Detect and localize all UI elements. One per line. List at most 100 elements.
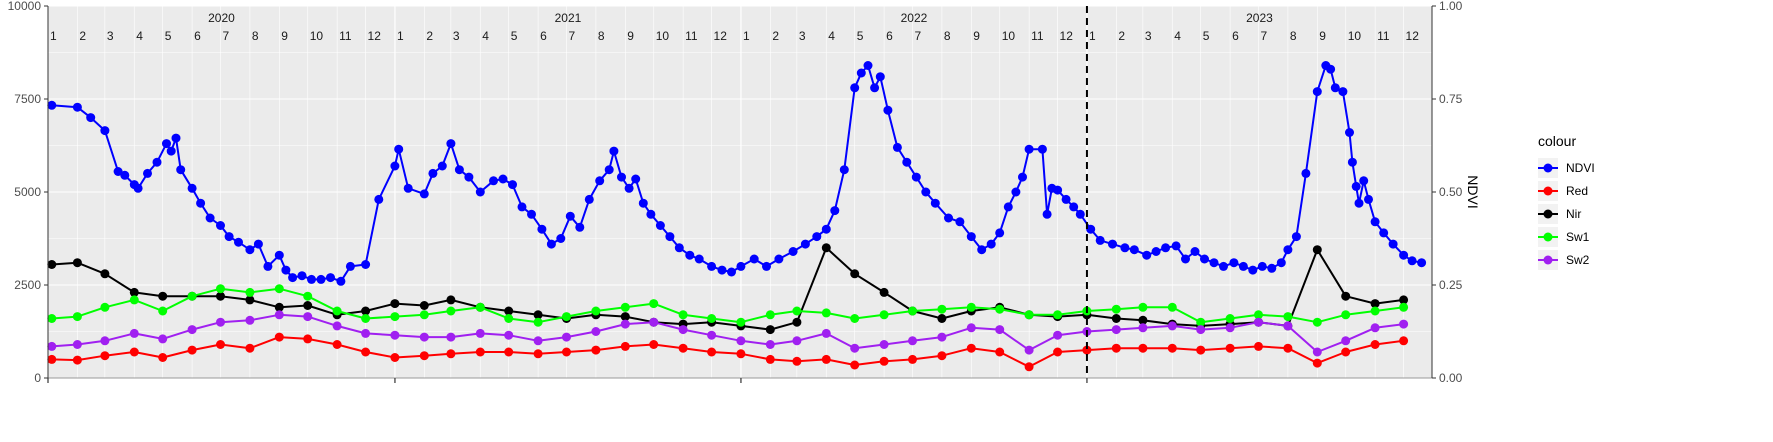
year-label: 2020 xyxy=(208,11,235,25)
data-point-nir xyxy=(361,306,371,316)
data-point-red xyxy=(187,345,197,355)
data-point-ndvi xyxy=(1388,239,1398,249)
month-label: 9 xyxy=(281,29,288,43)
data-point-sw1 xyxy=(591,306,601,316)
data-point-ndvi xyxy=(1011,187,1021,197)
data-point-ndvi xyxy=(527,209,536,219)
data-point-ndvi xyxy=(655,221,665,230)
data-point-nir xyxy=(245,295,255,305)
data-point-nir xyxy=(72,258,82,268)
data-point-ndvi xyxy=(1129,245,1139,255)
data-point-nir xyxy=(620,312,630,322)
data-point-sw2 xyxy=(879,340,889,349)
data-point-ndvi xyxy=(1042,209,1052,219)
data-point-ndvi xyxy=(47,100,57,110)
data-point-ndvi xyxy=(694,254,704,264)
data-point-ndvi xyxy=(187,183,197,193)
data-point-sw2 xyxy=(995,325,1005,335)
data-point-sw1 xyxy=(1283,312,1293,322)
data-point-ndvi xyxy=(143,168,152,178)
data-point-ndvi xyxy=(162,139,171,149)
data-point-sw2 xyxy=(1370,323,1380,333)
data-point-ndvi xyxy=(1283,245,1293,255)
right-axis-title: NDVI xyxy=(1465,175,1481,208)
data-point-ndvi xyxy=(800,239,810,249)
data-point-ndvi xyxy=(883,105,893,115)
data-point-red xyxy=(533,349,543,359)
data-point-ndvi xyxy=(166,146,176,156)
data-point-ndvi xyxy=(390,161,400,171)
legend-key-point xyxy=(1543,209,1553,219)
data-point-sw1 xyxy=(158,306,168,316)
data-point-red xyxy=(1111,343,1121,353)
data-point-ndvi xyxy=(475,187,485,197)
data-point-nir xyxy=(100,269,110,279)
data-point-ndvi xyxy=(685,250,695,260)
data-point-red xyxy=(274,332,284,342)
data-point-red xyxy=(620,341,630,351)
data-point-ndvi xyxy=(1370,217,1380,227)
data-point-ndvi xyxy=(1407,256,1417,266)
series-line-sw1 xyxy=(51,287,1404,324)
series-layer xyxy=(47,61,1427,372)
data-point-nir xyxy=(216,291,225,301)
data-point-red xyxy=(1196,345,1206,355)
month-label: 4 xyxy=(136,29,143,43)
data-point-nir xyxy=(821,243,831,253)
data-point-ndvi xyxy=(986,239,996,249)
legend-item-sw2: Sw2 xyxy=(1538,250,1590,270)
data-point-sw2 xyxy=(361,328,371,338)
month-label: 1 xyxy=(743,29,750,43)
year-label: 2022 xyxy=(901,11,928,25)
month-label: 11 xyxy=(685,29,698,43)
data-point-ndvi xyxy=(812,232,822,242)
data-point-ndvi xyxy=(1171,241,1181,251)
data-point-red xyxy=(245,343,255,353)
data-point-sw2 xyxy=(678,325,688,335)
data-point-sw2 xyxy=(72,340,82,349)
data-point-ndvi xyxy=(176,165,186,175)
data-point-ndvi xyxy=(1379,228,1389,238)
data-point-ndvi xyxy=(205,213,215,223)
axes: 0 2500 5000 7500 10000 0.00 0.25 0.50 0.75 1.00 ND… xyxy=(8,0,1481,385)
month-label: 4 xyxy=(1174,29,1181,43)
month-label: 11 xyxy=(1031,29,1044,43)
data-point-sw1 xyxy=(707,314,717,323)
data-point-sw1 xyxy=(475,302,485,312)
month-label: 12 xyxy=(1406,29,1420,43)
data-point-ndvi xyxy=(72,102,82,112)
legend-key-point xyxy=(1543,232,1553,242)
data-point-sw2 xyxy=(821,328,831,338)
series-line-red xyxy=(51,336,1404,368)
data-point-ndvi xyxy=(274,250,284,260)
data-point-sw1 xyxy=(303,291,313,301)
data-point-ndvi xyxy=(762,261,771,271)
data-point-ndvi xyxy=(1359,176,1369,186)
data-point-sw1 xyxy=(504,314,514,323)
data-point-sw2 xyxy=(1196,325,1206,335)
data-point-ndvi xyxy=(1326,64,1336,74)
data-point-red xyxy=(678,343,688,353)
data-point-ndvi xyxy=(1190,247,1200,256)
data-point-ndvi xyxy=(977,245,987,255)
data-point-ndvi xyxy=(584,194,594,204)
series-sw1 xyxy=(47,284,1409,327)
data-point-sw2 xyxy=(765,340,775,349)
data-point-nir xyxy=(446,295,456,305)
data-point-red xyxy=(908,354,917,364)
data-point-sw1 xyxy=(966,302,976,312)
data-point-ndvi xyxy=(665,232,675,242)
month-label: 10 xyxy=(1002,29,1016,43)
left-tick-label: 5000 xyxy=(14,185,41,199)
data-point-ndvi xyxy=(1219,261,1228,271)
data-point-ndvi xyxy=(245,245,255,255)
left-tick-label: 7500 xyxy=(14,92,41,106)
data-point-ndvi xyxy=(1061,194,1071,204)
month-label: 2 xyxy=(772,29,779,43)
data-point-nir xyxy=(303,301,313,310)
data-point-ndvi xyxy=(995,228,1005,238)
data-point-sw1 xyxy=(562,312,571,322)
data-point-sw2 xyxy=(707,330,717,340)
data-point-sw2 xyxy=(649,317,659,327)
legend-key-point xyxy=(1543,186,1553,196)
